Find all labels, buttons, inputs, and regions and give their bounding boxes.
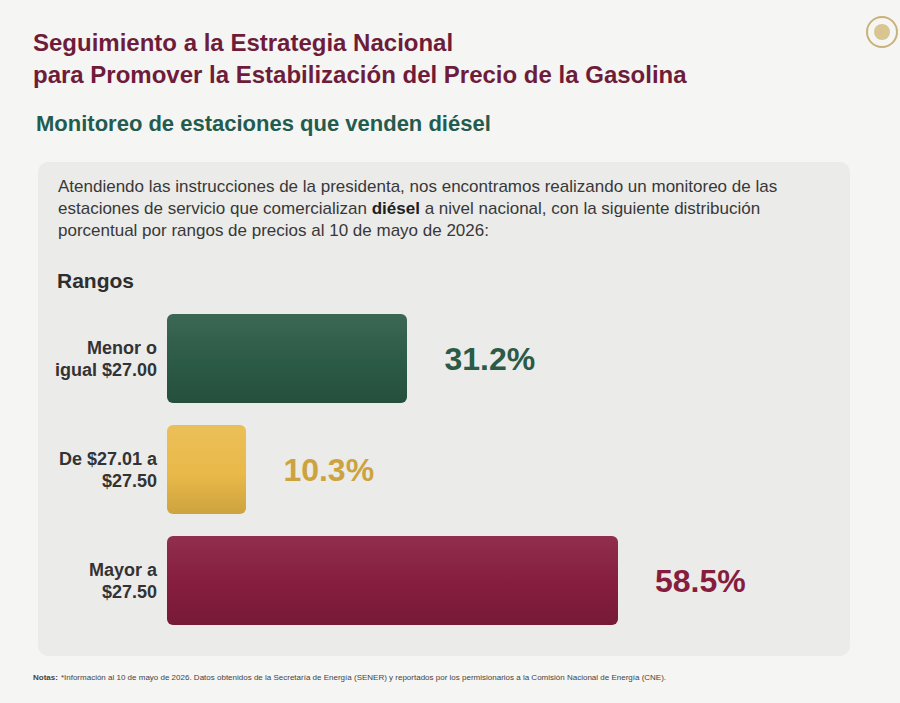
category-label: De $27.01 a $27.50: [49, 448, 157, 492]
page: Seguimiento a la Estrategia Nacionalpara…: [0, 0, 900, 703]
axis-title: Rangos: [57, 268, 134, 294]
title-line: para Promover la Estabilización del Prec…: [33, 59, 853, 91]
category-label: Menor o igual $27.00: [49, 337, 157, 381]
data-label: 31.2%: [444, 340, 535, 378]
plot-area: [167, 314, 668, 625]
notes-text: *Información al 10 de mayo de 2026. Dato…: [61, 673, 666, 682]
bar: [167, 425, 246, 514]
notes-label: Notas:: [33, 673, 58, 682]
emblem-ring: [867, 17, 897, 47]
emblem-core: [874, 24, 890, 40]
intro-text: Atendiendo las instrucciones de la presi…: [58, 176, 833, 242]
bar: [167, 314, 407, 403]
data-label: 58.5%: [655, 562, 746, 600]
title-line: Seguimiento a la Estrategia Nacional: [33, 27, 853, 59]
data-label: 10.3%: [283, 451, 374, 489]
category-label: Mayor a $27.50: [49, 559, 157, 603]
subtitle: Monitoreo de estaciones que venden diése…: [36, 110, 491, 138]
emblem: [862, 12, 900, 52]
title: Seguimiento a la Estrategia Nacionalpara…: [33, 27, 853, 91]
bar: [167, 536, 618, 625]
notes: Notas:*Información al 10 de mayo de 2026…: [33, 672, 883, 683]
intro-bold: diésel: [372, 199, 420, 218]
